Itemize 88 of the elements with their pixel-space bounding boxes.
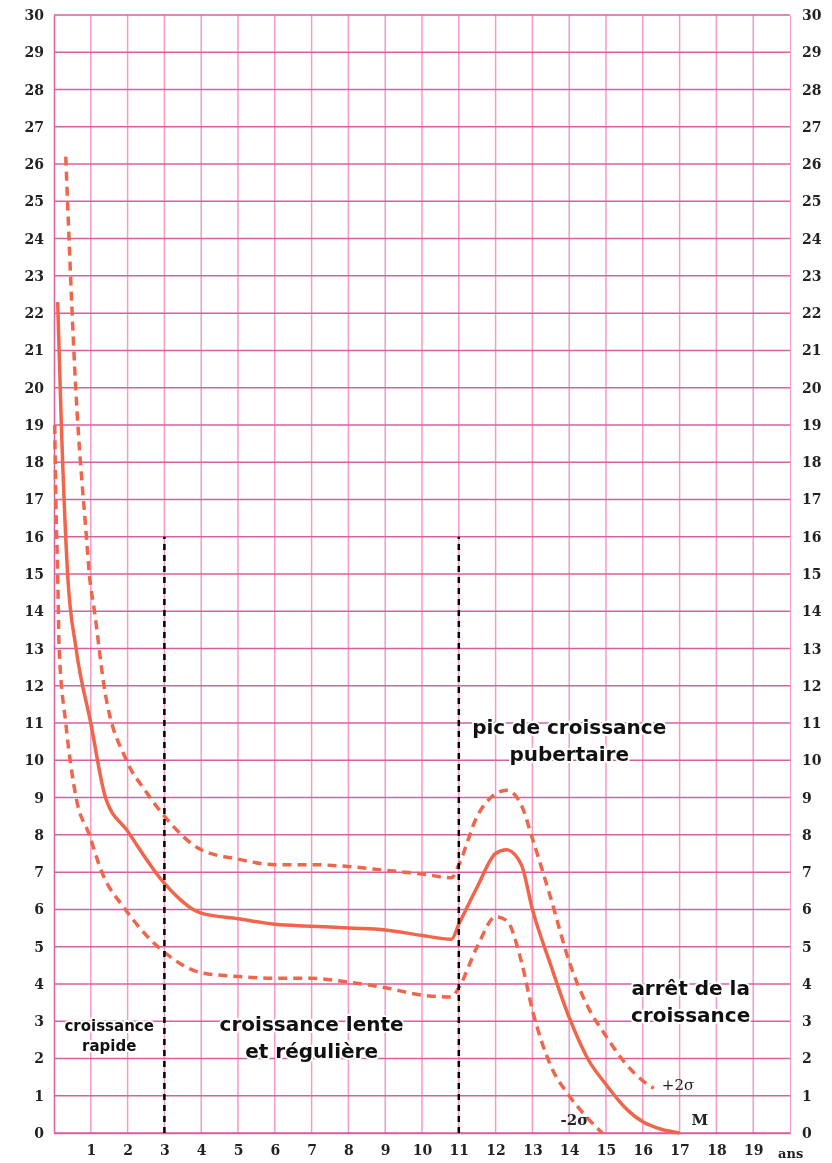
x-tick-label: 16	[633, 1141, 654, 1158]
x-tick-label: 5	[233, 1141, 244, 1158]
y-tick-label: 28	[24, 81, 44, 98]
y-tick-label: 29	[24, 44, 44, 61]
series-label: M	[691, 1111, 709, 1129]
y2-tick-label: 4	[802, 975, 812, 992]
y-tick-label: 15	[24, 565, 44, 582]
x-tick-label: 15	[596, 1141, 617, 1158]
y-tick-label: 17	[24, 491, 44, 508]
y2-tick-label: 30	[802, 6, 822, 23]
y2-tick-label: 6	[802, 901, 812, 918]
y2-tick-label: 29	[802, 44, 822, 61]
x-tick-label: 13	[523, 1141, 543, 1158]
y-tick-label: 1	[34, 1087, 44, 1104]
y-tick-label: 7	[34, 864, 44, 881]
x-tick-label: 11	[449, 1141, 470, 1158]
y2-tick-label: 25	[802, 193, 822, 210]
x-tick-label: 3	[160, 1141, 170, 1158]
y2-tick-label: 17	[802, 491, 822, 508]
y-tick-label: 24	[24, 230, 45, 247]
y2-tick-label: 2	[802, 1050, 812, 1067]
y-tick-label: 12	[24, 677, 44, 694]
y2-tick-label: 8	[802, 826, 812, 843]
y-tick-label: 4	[34, 975, 45, 992]
y2-tick-label: 14	[802, 603, 822, 620]
x-tick-label: 1	[86, 1141, 97, 1158]
x-tick-label: 9	[380, 1141, 391, 1158]
x-tick-label: 2	[123, 1141, 133, 1158]
y2-tick-label: 19	[802, 416, 822, 433]
x-tick-label: 17	[670, 1141, 690, 1158]
y-tick-label: 10	[24, 752, 45, 769]
x-tick-label: 8	[344, 1141, 354, 1158]
y2-tick-label: 22	[802, 305, 822, 322]
y2-tick-label: 13	[802, 640, 822, 657]
y2-tick-label: 26	[802, 156, 822, 173]
y2-tick-label: 23	[802, 267, 822, 284]
x-tick-label: 6	[270, 1141, 281, 1158]
y2-tick-label: 20	[802, 379, 822, 396]
y-tick-label: 3	[34, 1013, 44, 1030]
y-tick-label: 20	[24, 379, 45, 396]
annotation: croissance rapide	[64, 1016, 154, 1055]
y2-tick-label: 15	[802, 565, 822, 582]
y2-tick-label: 3	[802, 1013, 812, 1030]
y-tick-label: 0	[34, 1124, 45, 1141]
y-tick-label: 22	[24, 305, 44, 322]
y2-tick-label: 11	[802, 715, 822, 732]
y-tick-label: 6	[34, 901, 44, 918]
y-tick-label: 26	[24, 156, 44, 173]
x-tick-label: 12	[486, 1141, 506, 1158]
x-axis-title: ans	[778, 1146, 804, 1161]
y-tick-label: 14	[24, 603, 45, 620]
series-label: -2σ	[560, 1111, 589, 1129]
series-label: +2σ	[661, 1076, 695, 1095]
y-tick-label: 13	[24, 640, 44, 657]
y2-tick-label: 7	[802, 864, 812, 881]
x-tick-label: 18	[707, 1141, 727, 1158]
x-tick-label: 14	[559, 1141, 580, 1158]
y2-tick-label: 5	[802, 938, 812, 955]
y-tick-label: 8	[34, 826, 44, 843]
y-tick-label: 25	[24, 193, 44, 210]
annotation: pic de croissance pubertaire	[472, 715, 667, 767]
y-tick-label: 30	[24, 6, 45, 23]
y-tick-label: 16	[24, 528, 44, 545]
y-tick-label: 18	[24, 454, 44, 471]
x-tick-label: 4	[196, 1141, 207, 1158]
y-tick-label: 27	[24, 118, 44, 135]
y2-tick-label: 27	[802, 118, 822, 135]
annotation: arrêt de la croissance	[631, 976, 751, 1028]
y-tick-label: 11	[24, 715, 44, 732]
y2-tick-label: 0	[802, 1124, 812, 1141]
y2-tick-label: 21	[802, 342, 822, 359]
y-tick-label: 9	[34, 789, 44, 806]
y2-tick-label: 1	[802, 1087, 812, 1104]
y-tick-label: 2	[34, 1050, 44, 1067]
x-tick-label: 10	[412, 1141, 433, 1158]
y2-tick-label: 12	[802, 677, 822, 694]
y2-tick-label: 16	[802, 528, 822, 545]
y2-tick-label: 9	[802, 789, 812, 806]
y2-tick-label: 10	[802, 752, 822, 769]
y2-tick-label: 24	[802, 230, 822, 247]
y2-tick-label: 18	[802, 454, 822, 471]
y-tick-label: 23	[24, 267, 44, 284]
y-tick-label: 5	[34, 938, 44, 955]
x-tick-label: 19	[743, 1141, 764, 1158]
y-tick-label: 21	[24, 342, 44, 359]
y2-tick-label: 28	[802, 81, 822, 98]
x-tick-label: 7	[307, 1141, 317, 1158]
y-tick-label: 19	[24, 416, 44, 433]
